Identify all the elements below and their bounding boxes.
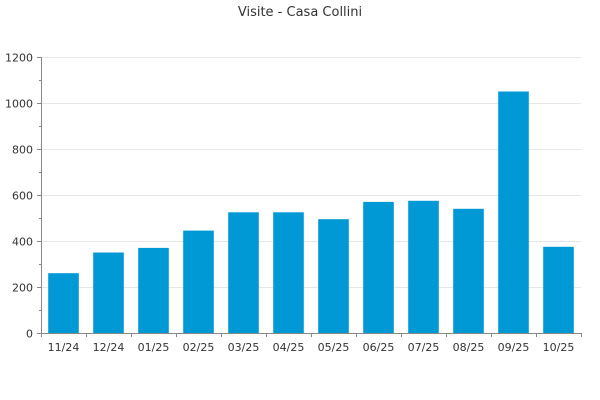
x-tick-label: 10/25 [543,341,575,354]
x-tick-label: 12/24 [93,341,125,354]
y-tick-label: 600 [12,190,33,203]
bar-03-25[interactable] [228,212,259,334]
bar-06-25[interactable] [363,201,394,333]
bar-05-25[interactable] [318,219,349,333]
y-tick-label: 1200 [5,52,33,65]
y-tick-label: 200 [12,282,33,295]
bar-04-25[interactable] [273,212,304,334]
chart-title: Visite - Casa Collini [238,5,362,20]
bars [48,91,574,334]
bar-12-24[interactable] [93,252,124,334]
bar-10-25[interactable] [543,246,574,334]
y-tick-label: 800 [12,144,33,157]
x-tick-label: 07/25 [408,341,440,354]
bar-02-25[interactable] [183,230,214,333]
axes [37,57,582,337]
x-tick-label: 03/25 [228,341,260,354]
gridlines [41,57,581,288]
x-tick-label: 06/25 [363,341,395,354]
y-tick-label: 400 [12,236,33,249]
x-tick-label: 01/25 [138,341,170,354]
bar-09-25[interactable] [498,91,529,334]
bar-07-25[interactable] [408,200,439,334]
x-tick-label: 05/25 [318,341,350,354]
y-tick-label: 1000 [5,98,33,111]
bar-01-25[interactable] [138,247,169,333]
bar-08-25[interactable] [453,208,484,333]
x-tick-label: 11/24 [48,341,80,354]
x-tick-label: 09/25 [498,341,530,354]
x-tick-label: 02/25 [183,341,215,354]
x-tick-label: 08/25 [453,341,485,354]
bar-11-24[interactable] [48,273,79,333]
x-tick-label: 04/25 [273,341,305,354]
y-tick-label: 0 [26,328,33,341]
tick-labels: 0 200 400 600 800 1000 1200 11/24 12/24 01/25 02/2… [5,52,574,355]
